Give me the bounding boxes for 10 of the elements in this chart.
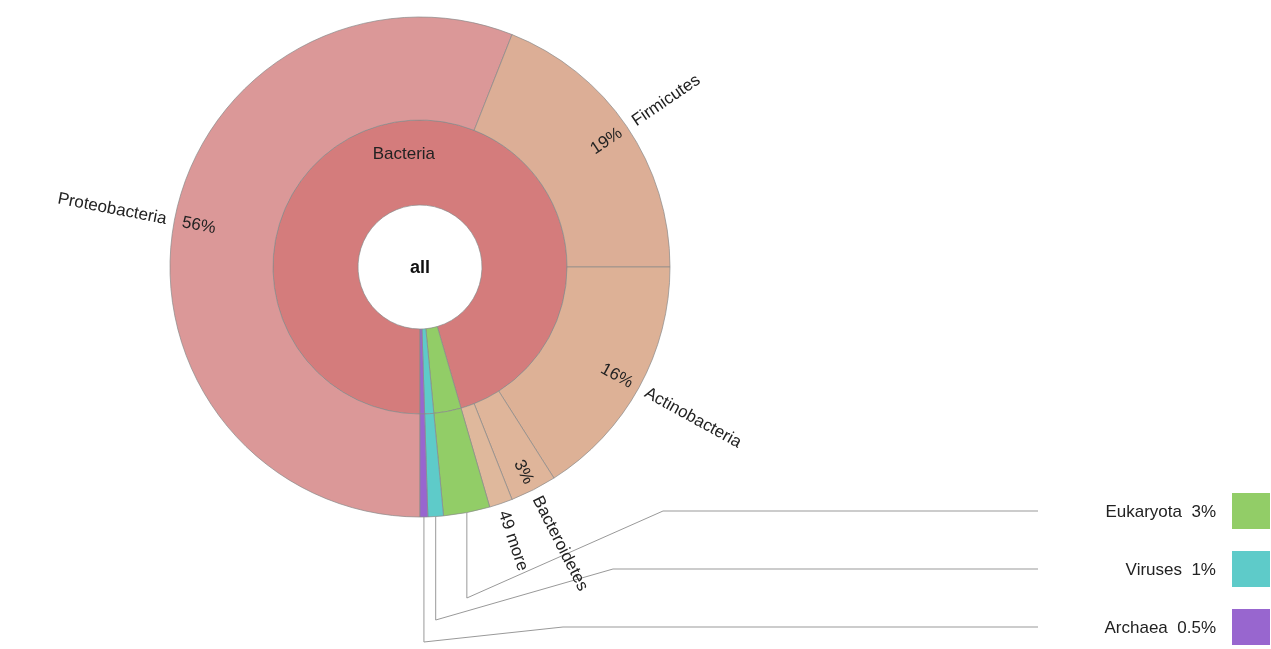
- data-label: 56%: [180, 212, 218, 238]
- data-label: 16%: [597, 358, 637, 392]
- slice-label: Bacteria: [372, 144, 436, 164]
- slice-label: 49 more: [494, 508, 533, 574]
- legend-label: Viruses 1%: [1125, 559, 1216, 579]
- legend-label: Archaea 0.5%: [1104, 617, 1216, 637]
- data-label: 19%: [586, 123, 626, 158]
- text: all: [409, 257, 431, 277]
- data-label: 3%: [510, 456, 539, 487]
- legend-label: Eukaryota 3%: [1105, 501, 1216, 521]
